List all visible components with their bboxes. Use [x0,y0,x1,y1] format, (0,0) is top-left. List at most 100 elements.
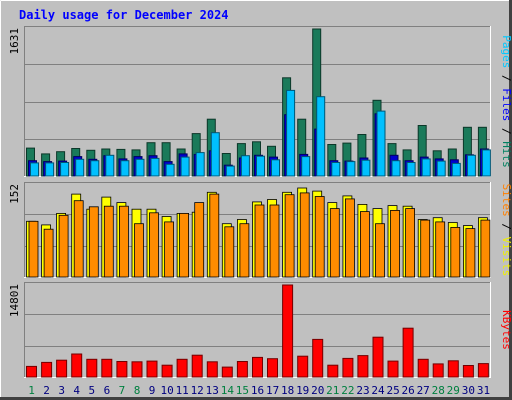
bar-sites [359,211,370,278]
bar-pages [391,160,401,177]
day-label: 26 [401,384,414,397]
bar-pages [436,160,446,177]
day-label: 1 [28,384,35,397]
bar-pages [331,162,341,177]
day-label: 3 [58,384,65,397]
bar-sites [58,214,69,278]
y-axis-max-label: 1631 [8,28,21,55]
bar-pages [105,154,115,177]
day-label: 18 [281,384,294,397]
bar-kbytes [131,361,143,378]
day-label: 19 [296,384,309,397]
day-label: 11 [176,384,189,397]
bar-pages [301,156,311,177]
day-axis-labels: 1 2 3 4 5 6 7 8 9 10 11 12 13 14 15 16 17 18 19 20 21 22 23 24 2… [28,384,490,397]
bar-sites [329,208,340,278]
bar-pages [225,165,235,177]
bar-pages [451,162,461,177]
day-label: 13 [206,384,219,397]
day-label: 21 [326,384,339,397]
bar-kbytes [462,365,474,378]
chart-title: Daily usage for December 2024 [19,8,229,22]
bar-sites [164,221,175,278]
bar-kbytes [191,354,203,378]
bar-sites [134,223,144,278]
bar-pages [406,162,416,177]
bar-pages [481,149,491,177]
bar-kbytes [312,338,324,378]
bar-pages [316,96,326,177]
day-label: 12 [191,384,204,397]
bar-pages [421,158,431,177]
day-label: 23 [356,384,369,397]
day-label: 27 [417,384,430,397]
bar-pages [271,159,280,177]
bar-kbytes [402,327,414,378]
bar-pages [210,132,220,177]
bar-kbytes [116,361,128,378]
bar-pages [466,154,476,177]
bar-kbytes [41,361,53,378]
bar-sites [194,202,205,278]
bar-pages [180,156,190,177]
day-label: 6 [104,384,111,397]
bar-sites [224,226,235,278]
bar-sites [299,192,310,278]
bar-kbytes [26,365,37,378]
bar-kbytes [221,366,233,378]
bar-pages [256,155,265,177]
bar-kbytes [432,363,444,378]
bar-kbytes [477,363,489,378]
day-label: 28 [432,384,445,397]
y-axis-max-label: 152 [8,184,21,204]
bar-pages [75,158,85,177]
bar-kbytes [282,284,294,378]
bar-sites [209,193,220,278]
legend-part: Pages [500,35,512,68]
legend-part: / [500,68,512,88]
bar-pages [150,157,160,177]
bar-pages [45,162,55,177]
day-label: 20 [311,384,324,397]
bar-kbytes [387,360,399,378]
panel-middle: 152 Sites / Visits [8,182,512,278]
bar-sites [480,219,491,278]
bar-kbytes [236,361,248,378]
bar-pages [240,155,250,177]
legend-part: / [500,217,512,237]
day-label: 5 [88,384,95,397]
series-legend-label: Pages / Files / Hits [500,35,512,168]
bar-kbytes [327,364,339,378]
day-label: 16 [251,384,264,397]
bar-kbytes [267,358,278,378]
bar-sites [73,200,84,278]
bar-sites [239,223,250,278]
day-label: 25 [386,384,399,397]
bar-sites [465,228,476,278]
day-label: 7 [119,384,126,397]
bar-kbytes [372,336,384,378]
bar-kbytes [161,364,173,378]
bar-pages [120,160,130,177]
day-label: 8 [134,384,141,397]
bar-sites [119,205,129,278]
bar-sites [284,194,295,278]
bar-pages [90,160,100,177]
bar-pages [346,161,356,177]
day-label: 31 [477,384,490,397]
bar-pages [60,162,70,177]
series-legend-label: KBytes [500,310,512,350]
bar-sites [344,198,355,278]
bar-kbytes [86,358,98,378]
bar-pages [195,152,205,177]
legend-part: Sites [500,184,512,217]
chart-panels: 1631 Pages / Files / Hits 152 Sites / Visit… [8,26,512,378]
bar-sites [103,205,114,278]
bar-sites [269,204,280,278]
bar-sites [314,196,325,278]
bar-kbytes [71,353,83,378]
y-axis-max-label: 14801 [8,284,21,317]
bar-sites [254,204,265,278]
